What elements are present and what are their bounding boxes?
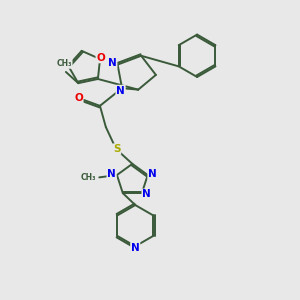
Text: N: N xyxy=(142,189,151,199)
Text: N: N xyxy=(107,169,116,179)
Text: CH₃: CH₃ xyxy=(80,173,96,182)
Text: N: N xyxy=(131,243,140,253)
Text: CH₃: CH₃ xyxy=(57,59,72,68)
Text: O: O xyxy=(74,94,83,103)
Text: O: O xyxy=(96,52,105,62)
Text: N: N xyxy=(148,169,157,179)
Text: N: N xyxy=(116,85,125,95)
Text: N: N xyxy=(108,58,117,68)
Text: S: S xyxy=(113,144,121,154)
